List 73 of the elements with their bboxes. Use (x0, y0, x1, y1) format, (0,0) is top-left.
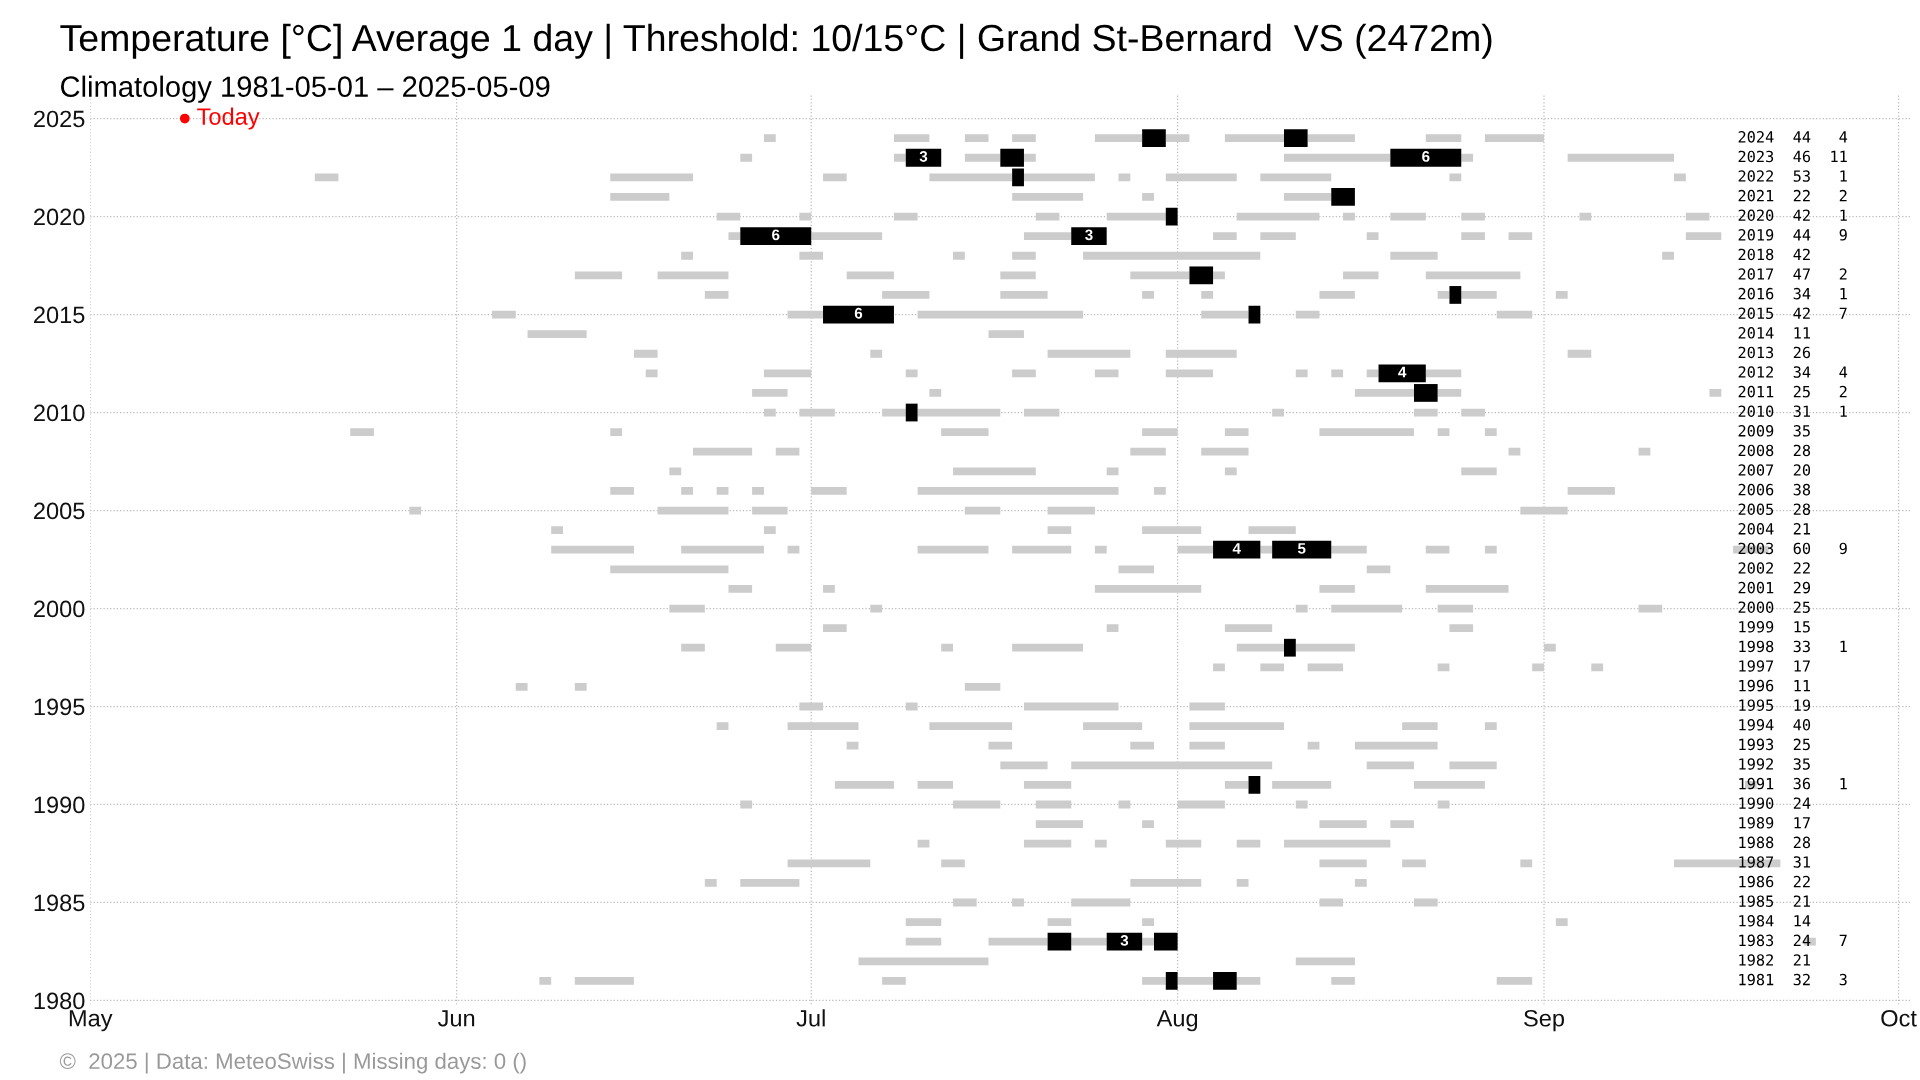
x-tick-label: Sep (1524, 1009, 1565, 1032)
annotation: 1983 24 7 (1739, 934, 1847, 947)
annotation: 1987 31 (1739, 856, 1811, 868)
annotation: 1986 22 (1739, 875, 1810, 888)
annotation: 1985 21 (1739, 895, 1811, 907)
x-tick-label: Aug (1156, 1010, 1198, 1032)
annotation: 2007 20 (1738, 464, 1811, 476)
annotation: 1988 28 (1739, 836, 1811, 849)
annotation: 1996 11 (1739, 679, 1811, 692)
annotation: 1995 19 (1739, 699, 1811, 711)
annotation: 2018 42 (1738, 248, 1810, 261)
annotation: 2002 22 (1738, 562, 1810, 574)
x-tick-label: Jun (437, 1010, 475, 1027)
y-tick-label: 2000 (34, 600, 85, 618)
annotation: 1998 33 1 (1739, 640, 1847, 653)
annotation: 2009 35 (1738, 425, 1810, 437)
annotation: 1992 35 (1739, 758, 1810, 770)
annotation: 1993 25 (1739, 738, 1810, 751)
y-tick-label: 1990 (34, 796, 85, 814)
annotation: 1982 21 (1739, 954, 1811, 966)
annotation: 6 (1422, 151, 1430, 162)
y-tick-label: 2015 (34, 306, 85, 324)
annotation: 2005 28 (1738, 503, 1811, 515)
annotation: 5 (1297, 543, 1306, 554)
y-tick-label: 2010 (34, 404, 85, 422)
y-tick-label: 2025 (34, 110, 85, 128)
annotation: 2004 21 (1738, 523, 1811, 535)
annotation: 2024 44 4 (1738, 131, 1848, 143)
annotation: 2017 47 2 (1738, 268, 1847, 280)
annotation: 2021 22 2 (1738, 189, 1847, 202)
annotation: 6 (772, 229, 780, 241)
annotation: 1989 17 (1739, 817, 1810, 829)
annotation: 2003 60 9 (1738, 542, 1847, 555)
annotation: 2011 25 2 (1738, 385, 1847, 398)
y-tick-label: 2005 (34, 502, 85, 520)
annotation: 2010 31 1 (1738, 405, 1847, 418)
annotation: 2014 11 (1738, 327, 1811, 339)
annotation: 3 (1120, 934, 1129, 946)
annotation: 2019 44 9 (1738, 229, 1847, 241)
annotation: 2006 38 (1738, 483, 1811, 496)
annotation: 2016 34 1 (1738, 287, 1847, 300)
y-tick-label: 1985 (34, 894, 85, 912)
text: © 2025 | Data: MeteoSwiss | Missing days: 0 () (59, 1052, 526, 1074)
annotation: 1997 17 (1739, 660, 1810, 672)
annotation: 3 (1085, 229, 1093, 241)
annotation: 3 (919, 151, 928, 162)
x-tick-label: Oct (1881, 1009, 1917, 1027)
chart-title: Temperature [°C] Average 1 day | Threshold: 10/15°C | Grand St-Bernard VS (2472m) (60, 23, 1492, 59)
chart-subtitle: Climatology 1981-05-01 – 2025-05-09 (61, 75, 550, 103)
annotation: 1994 40 (1739, 719, 1811, 731)
annotation: 2001 29 (1738, 581, 1811, 594)
annotation: 2023 46 11 (1738, 150, 1847, 163)
annotation: 1991 36 1 (1739, 777, 1847, 790)
annotation: 4 (1398, 366, 1407, 378)
annotation: 2012 34 4 (1738, 366, 1848, 378)
annotation: 4 (1232, 543, 1241, 554)
y-tick-label: 1980 (34, 992, 85, 1010)
x-tick-label: Jul (796, 1009, 825, 1027)
y-tick-label: 1995 (34, 698, 85, 716)
annotation: 2022 53 1 (1738, 170, 1847, 182)
annotation: 1981 32 3 (1739, 973, 1847, 986)
annotation: 2013 26 (1738, 346, 1811, 359)
y-tick-label: 2020 (34, 208, 85, 226)
annotation: 1999 15 (1739, 621, 1810, 633)
annotation: 1990 24 (1739, 797, 1811, 809)
annotation: 2020 42 1 (1738, 209, 1847, 222)
annotation: 2008 28 (1738, 444, 1811, 457)
x-tick-label: May (69, 1010, 113, 1032)
annotation: 6 (854, 307, 863, 319)
annotation: 1984 14 (1739, 915, 1811, 927)
annotation: Today (197, 107, 260, 130)
annotation: 2000 25 (1738, 601, 1810, 613)
annotation: 2015 42 7 (1738, 307, 1847, 320)
